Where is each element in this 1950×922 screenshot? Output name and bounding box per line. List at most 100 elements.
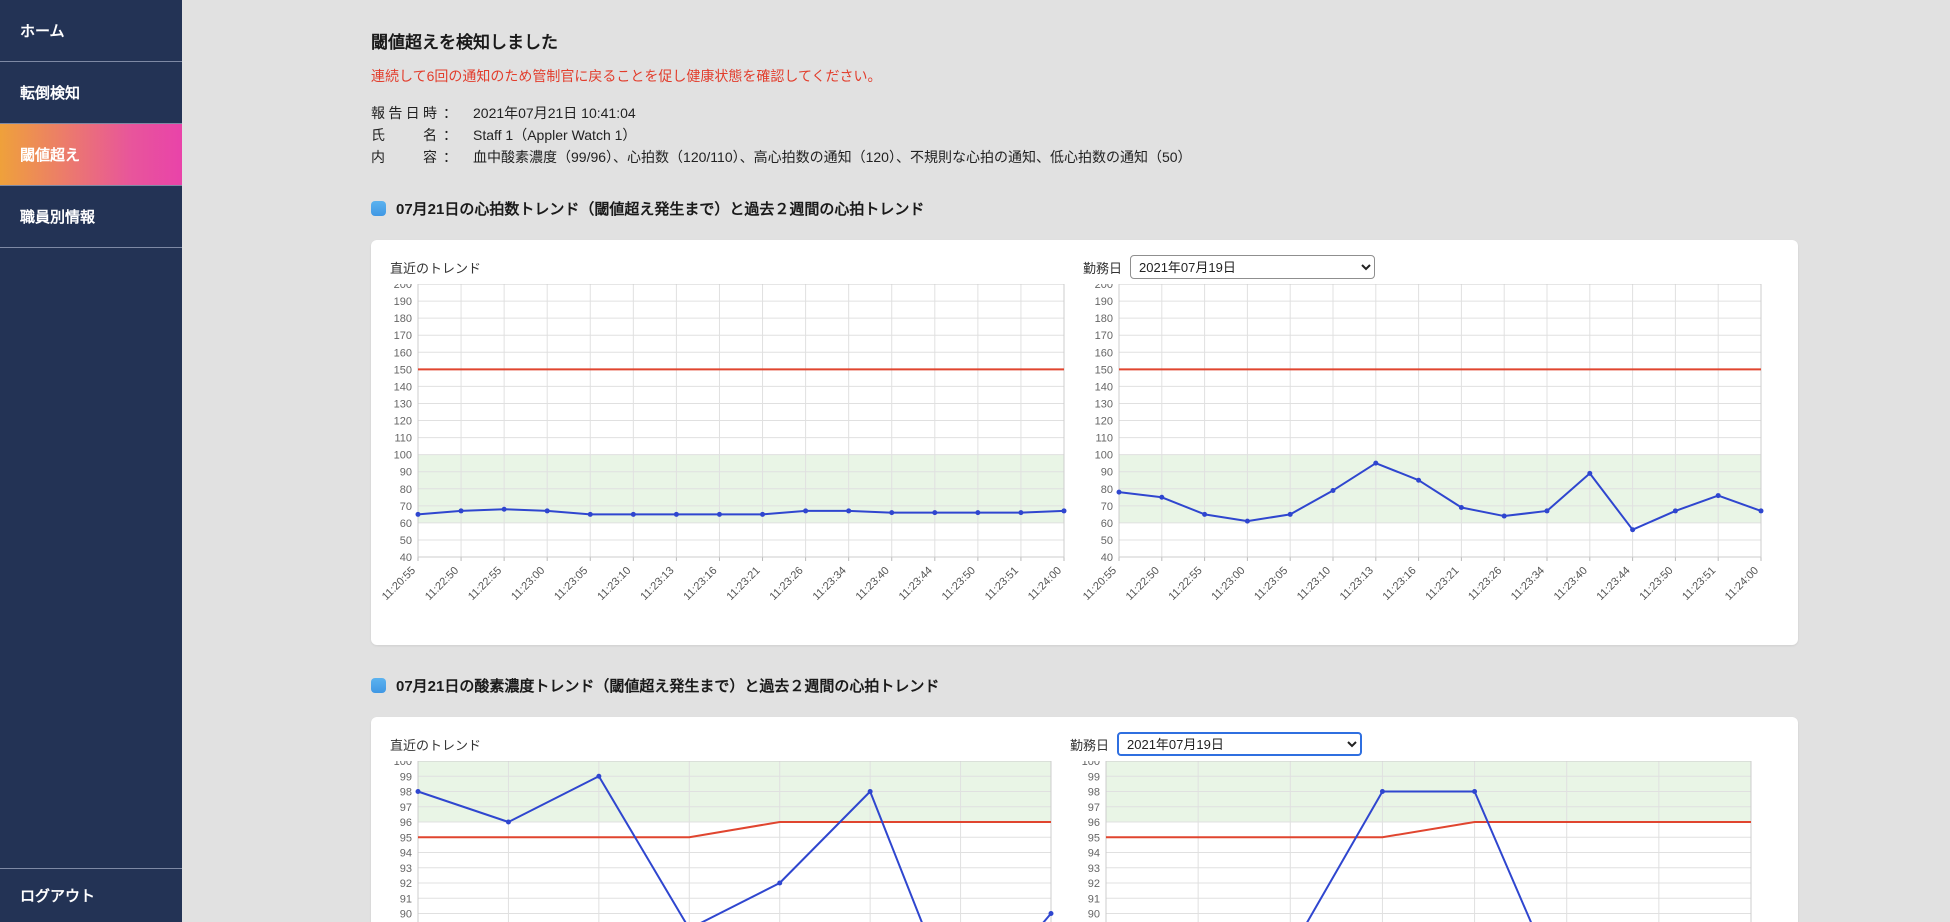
sidebar-item-home[interactable]: ホーム	[0, 0, 182, 62]
svg-text:50: 50	[1101, 535, 1113, 547]
svg-text:190: 190	[1095, 296, 1113, 308]
staff-name-value: Staff 1（Appler Watch 1）	[473, 127, 637, 143]
svg-text:95: 95	[400, 832, 412, 844]
svg-text:98: 98	[1088, 787, 1100, 799]
svg-text:93: 93	[1088, 863, 1100, 875]
svg-text:140: 140	[1095, 381, 1113, 393]
svg-text:11:23:50: 11:23:50	[940, 565, 978, 603]
heart-rate-section-header: 07月21日の心拍数トレンド（閾値超え発生まで）と過去２週間の心拍トレンド	[371, 198, 1798, 219]
svg-text:170: 170	[394, 330, 412, 342]
svg-text:11:23:34: 11:23:34	[1509, 565, 1547, 603]
report-datetime-value: 2021年07月21日 10:41:04	[473, 105, 636, 121]
svg-text:98: 98	[400, 787, 412, 799]
svg-text:130: 130	[1095, 398, 1113, 410]
page-title: 閾値超えを検知しました	[371, 33, 558, 52]
svg-text:11:23:21: 11:23:21	[1423, 565, 1461, 603]
svg-text:130: 130	[394, 398, 412, 410]
svg-text:11:20:55: 11:20:55	[1083, 565, 1119, 603]
svg-text:94: 94	[1088, 848, 1100, 860]
svg-text:90: 90	[1088, 909, 1100, 921]
sidebar-item-label: ホーム	[20, 23, 65, 40]
oxygen-section-title: 07月21日の酸素濃度トレンド（閾値超え発生まで）と過去２週間の心拍トレンド	[396, 678, 940, 695]
svg-text:11:23:44: 11:23:44	[1595, 565, 1633, 603]
svg-text:11:23:40: 11:23:40	[854, 565, 892, 603]
svg-text:120: 120	[1095, 416, 1113, 428]
heart-rate-section-title: 07月21日の心拍数トレンド（閾値超え発生まで）と過去２週間の心拍トレンド	[396, 201, 925, 218]
detail-label: 内容	[371, 149, 437, 165]
svg-text:97: 97	[400, 802, 412, 814]
svg-text:110: 110	[1095, 433, 1113, 445]
report-info: 報告日時 ： 2021年07月21日 10:41:04 氏名 ： Staff 1…	[371, 102, 1798, 168]
sidebar-item-label: 閾値超え	[20, 147, 81, 164]
heart-rate-card: 直近のトレンド 40 50 60 70 80 90 100 110 120 130 140 150 16…	[371, 240, 1798, 645]
sidebar-item-fall-detection[interactable]: 転倒検知	[0, 62, 182, 124]
detail-row: 内容 ： 血中酸素濃度（99/96）、心拍数（120/110）、高心拍数の通知（…	[371, 146, 1798, 168]
sidebar-spacer	[0, 248, 182, 868]
report-datetime-row: 報告日時 ： 2021年07月21日 10:41:04	[371, 102, 1798, 124]
svg-text:11:23:13: 11:23:13	[1338, 565, 1376, 603]
svg-text:11:22:50: 11:22:50	[1124, 565, 1162, 603]
svg-text:40: 40	[1101, 552, 1113, 564]
oxygen-card: 直近のトレンド 80818283848586878889909192939495…	[371, 717, 1798, 922]
svg-text:97: 97	[1088, 802, 1100, 814]
svg-text:190: 190	[394, 296, 412, 308]
svg-text:11:23:00: 11:23:00	[509, 565, 547, 603]
svg-text:180: 180	[394, 313, 412, 325]
svg-text:91: 91	[1088, 893, 1100, 905]
recent-trend-label: 直近のトレンド	[390, 737, 482, 753]
sidebar-item-staff-info[interactable]: 職員別情報	[0, 186, 182, 248]
workday-select[interactable]: 2021年07月19日	[1130, 255, 1376, 279]
svg-text:150: 150	[1095, 364, 1113, 376]
warning-message: 連続して6回の通知のため管制官に戻ることを促し健康状態を確認してください。	[371, 68, 882, 84]
svg-text:11:23:40: 11:23:40	[1552, 565, 1590, 603]
svg-text:11:23:26: 11:23:26	[768, 565, 806, 603]
svg-text:96: 96	[1088, 817, 1100, 829]
svg-text:11:23:10: 11:23:10	[595, 565, 633, 603]
svg-text:11:23:21: 11:23:21	[724, 565, 762, 603]
sidebar: ホーム 転倒検知 閾値超え 職員別情報 ログアウト	[0, 0, 182, 922]
svg-text:11:23:44: 11:23:44	[897, 565, 935, 603]
sidebar-item-label: 職員別情報	[20, 209, 96, 226]
workday-select-focused[interactable]: 2021年07月19日	[1117, 732, 1363, 756]
svg-text:11:23:05: 11:23:05	[552, 565, 590, 603]
svg-text:140: 140	[394, 381, 412, 393]
svg-text:11:23:50: 11:23:50	[1637, 565, 1675, 603]
svg-text:99: 99	[400, 771, 412, 783]
main-content: 閾値超えを検知しました 連続して6回の通知のため管制官に戻ることを促し健康状態を…	[182, 0, 1798, 922]
svg-text:11:23:16: 11:23:16	[1381, 565, 1419, 603]
svg-text:96: 96	[400, 817, 412, 829]
svg-text:11:23:05: 11:23:05	[1252, 565, 1290, 603]
colon: ：	[443, 149, 457, 165]
heart-rate-history-chart: 40 50 60 70 80 90 100 110 120 130 140 150 160 170 180 1…	[1083, 284, 1767, 619]
logout-label: ログアウト	[20, 888, 96, 905]
heart-rate-recent-block: 直近のトレンド 40 50 60 70 80 90 100 110 120 130 140 150 16…	[382, 254, 1070, 619]
logout-button[interactable]: ログアウト	[0, 868, 182, 922]
svg-text:11:23:34: 11:23:34	[811, 565, 849, 603]
svg-text:80: 80	[1101, 484, 1113, 496]
workday-label: 勤務日	[1070, 737, 1110, 753]
svg-text:120: 120	[394, 416, 412, 428]
staff-name-label: 氏名	[371, 127, 437, 143]
heart-rate-history-block: 勤務日 2021年07月19日 40 50 60 70 80 90 100 110 120 130…	[1083, 254, 1767, 619]
svg-text:70: 70	[400, 501, 412, 513]
svg-text:200: 200	[394, 284, 412, 291]
svg-text:93: 93	[400, 863, 412, 875]
svg-text:11:23:51: 11:23:51	[1680, 565, 1718, 603]
svg-text:40: 40	[400, 552, 412, 564]
oxygen-recent-block: 直近のトレンド 80818283848586878889909192939495…	[382, 731, 1057, 922]
svg-text:90: 90	[400, 909, 412, 921]
sidebar-item-threshold-exceeded[interactable]: 閾値超え	[0, 124, 182, 186]
oxygen-recent-chart: 8081828384858687888990919293949596979899…	[382, 761, 1057, 922]
detail-value: 血中酸素濃度（99/96）、心拍数（120/110）、高心拍数の通知（120）、…	[473, 149, 1192, 165]
section-bullet-icon	[371, 201, 386, 216]
svg-text:92: 92	[1088, 878, 1100, 890]
oxygen-section-header: 07月21日の酸素濃度トレンド（閾値超え発生まで）と過去２週間の心拍トレンド	[371, 675, 1798, 696]
recent-trend-label: 直近のトレンド	[390, 260, 482, 276]
section-bullet-icon	[371, 678, 386, 693]
svg-text:91: 91	[400, 893, 412, 905]
oxygen-history-chart: 8081828384858687888990919293949596979899…	[1070, 761, 1757, 922]
svg-text:100: 100	[1082, 761, 1100, 768]
svg-text:90: 90	[400, 467, 412, 479]
svg-text:160: 160	[394, 347, 412, 359]
oxygen-history-block: 勤務日 2021年07月19日 808182838485868788899091…	[1070, 731, 1757, 922]
